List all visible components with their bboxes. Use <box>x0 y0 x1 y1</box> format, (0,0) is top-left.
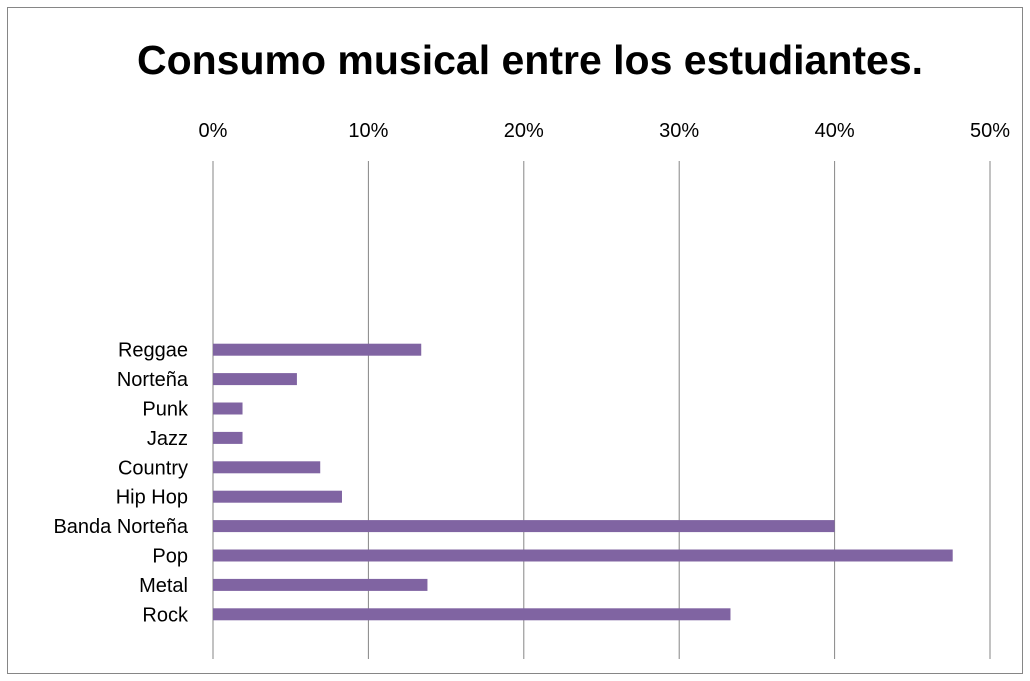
x-tick-label: 20% <box>504 120 544 142</box>
bar-metal <box>213 578 428 591</box>
x-tick-label: 30% <box>659 120 699 142</box>
category-label: Pop <box>152 546 188 568</box>
bar-country <box>213 461 321 474</box>
x-tick-label: 10% <box>348 120 388 142</box>
bar-pop <box>213 549 953 562</box>
bars <box>213 343 953 621</box>
bar-hip-hop <box>213 490 342 503</box>
bar-norteña <box>213 373 297 386</box>
category-label: Hip Hop <box>116 487 188 509</box>
category-label: Reggae <box>118 340 188 362</box>
bar-rock <box>213 608 731 621</box>
category-label: Banda Norteña <box>53 516 188 538</box>
bar-reggae <box>213 343 422 356</box>
bar-punk <box>213 402 243 415</box>
bar-jazz <box>213 431 243 444</box>
category-label: Metal <box>139 575 188 597</box>
gridlines <box>212 161 991 659</box>
chart-title: Consumo musical entre los estudiantes. <box>136 37 924 83</box>
x-tick-labels: 0% 10% 20% 30% 40% 50% <box>199 120 1011 142</box>
x-tick-label: 40% <box>815 120 855 142</box>
category-labels: Rock Metal Pop Banda Norteña Hip Hop Country J… <box>53 340 189 627</box>
category-label: Punk <box>142 399 189 421</box>
x-tick-label: 0% <box>199 120 228 142</box>
category-label: Jazz <box>147 428 188 450</box>
bar-banda-norteña <box>213 520 835 533</box>
category-label: Norteña <box>117 369 189 391</box>
category-label: Rock <box>142 604 189 626</box>
chart-frame <box>7 7 1023 674</box>
x-tick-label: 50% <box>970 120 1010 142</box>
category-label: Country <box>118 457 188 479</box>
